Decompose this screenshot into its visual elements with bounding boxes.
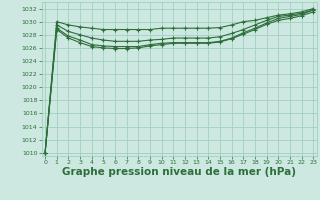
X-axis label: Graphe pression niveau de la mer (hPa): Graphe pression niveau de la mer (hPa) [62, 167, 296, 177]
